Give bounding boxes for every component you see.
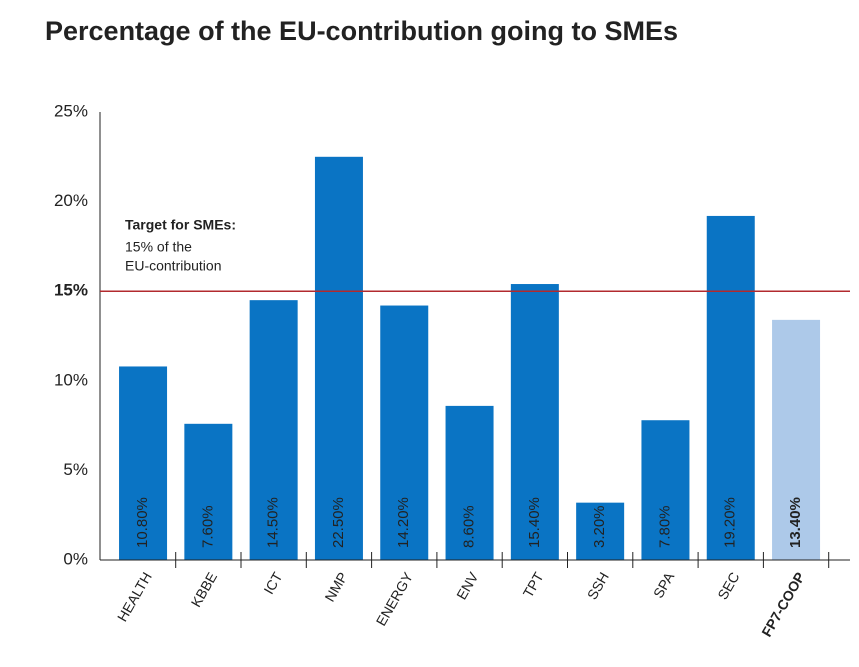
value-label: 22.50% — [330, 497, 347, 548]
y-tick-label: 15% — [54, 281, 88, 300]
bar — [706, 215, 755, 560]
value-label: 7.60% — [199, 505, 216, 548]
bar — [119, 366, 168, 560]
y-tick-label: 5% — [63, 460, 88, 479]
y-tick-label: 0% — [63, 549, 88, 568]
y-tick-label: 10% — [54, 370, 88, 389]
bar — [184, 423, 233, 560]
x-tick-label: HEALTH — [114, 569, 155, 624]
chart-title: Percentage of the EU-contribution going … — [45, 16, 678, 46]
x-tick-label: KBBE — [188, 569, 221, 609]
x-tick-label: TPT — [520, 569, 547, 600]
annotation-line: 15% of the — [125, 239, 192, 255]
x-tick-label: ICT — [260, 569, 285, 597]
x-tick-label: NMP — [321, 569, 350, 604]
bar — [314, 156, 363, 561]
x-tick-label: ENV — [453, 569, 482, 603]
annotation-line: EU-contribution — [125, 258, 222, 274]
annotation-title: Target for SMEs: — [125, 217, 236, 233]
bar — [249, 300, 298, 560]
y-tick-label: 25% — [54, 101, 88, 120]
value-label: 7.80% — [656, 505, 673, 548]
y-tick-label: 20% — [54, 191, 88, 210]
value-label: 8.60% — [461, 505, 478, 548]
value-label: 3.20% — [591, 505, 608, 548]
value-label: 13.40% — [787, 497, 804, 548]
value-label: 14.20% — [395, 497, 412, 548]
value-label: 14.50% — [265, 497, 282, 548]
x-tick-label: SEC — [714, 569, 742, 602]
bar — [445, 405, 494, 560]
bar — [510, 284, 559, 560]
x-tick-label: SSH — [584, 569, 612, 602]
x-tick-label: SPA — [650, 569, 678, 601]
bar — [641, 420, 690, 560]
bar — [380, 305, 429, 560]
bar — [576, 502, 625, 560]
x-tick-label: FP7-COOP — [758, 569, 808, 639]
value-label: 15.40% — [526, 497, 543, 548]
value-label: 10.80% — [134, 497, 151, 548]
x-tick-label: ENERGY — [373, 569, 417, 629]
bar — [772, 319, 821, 560]
value-label: 19.20% — [722, 497, 739, 548]
